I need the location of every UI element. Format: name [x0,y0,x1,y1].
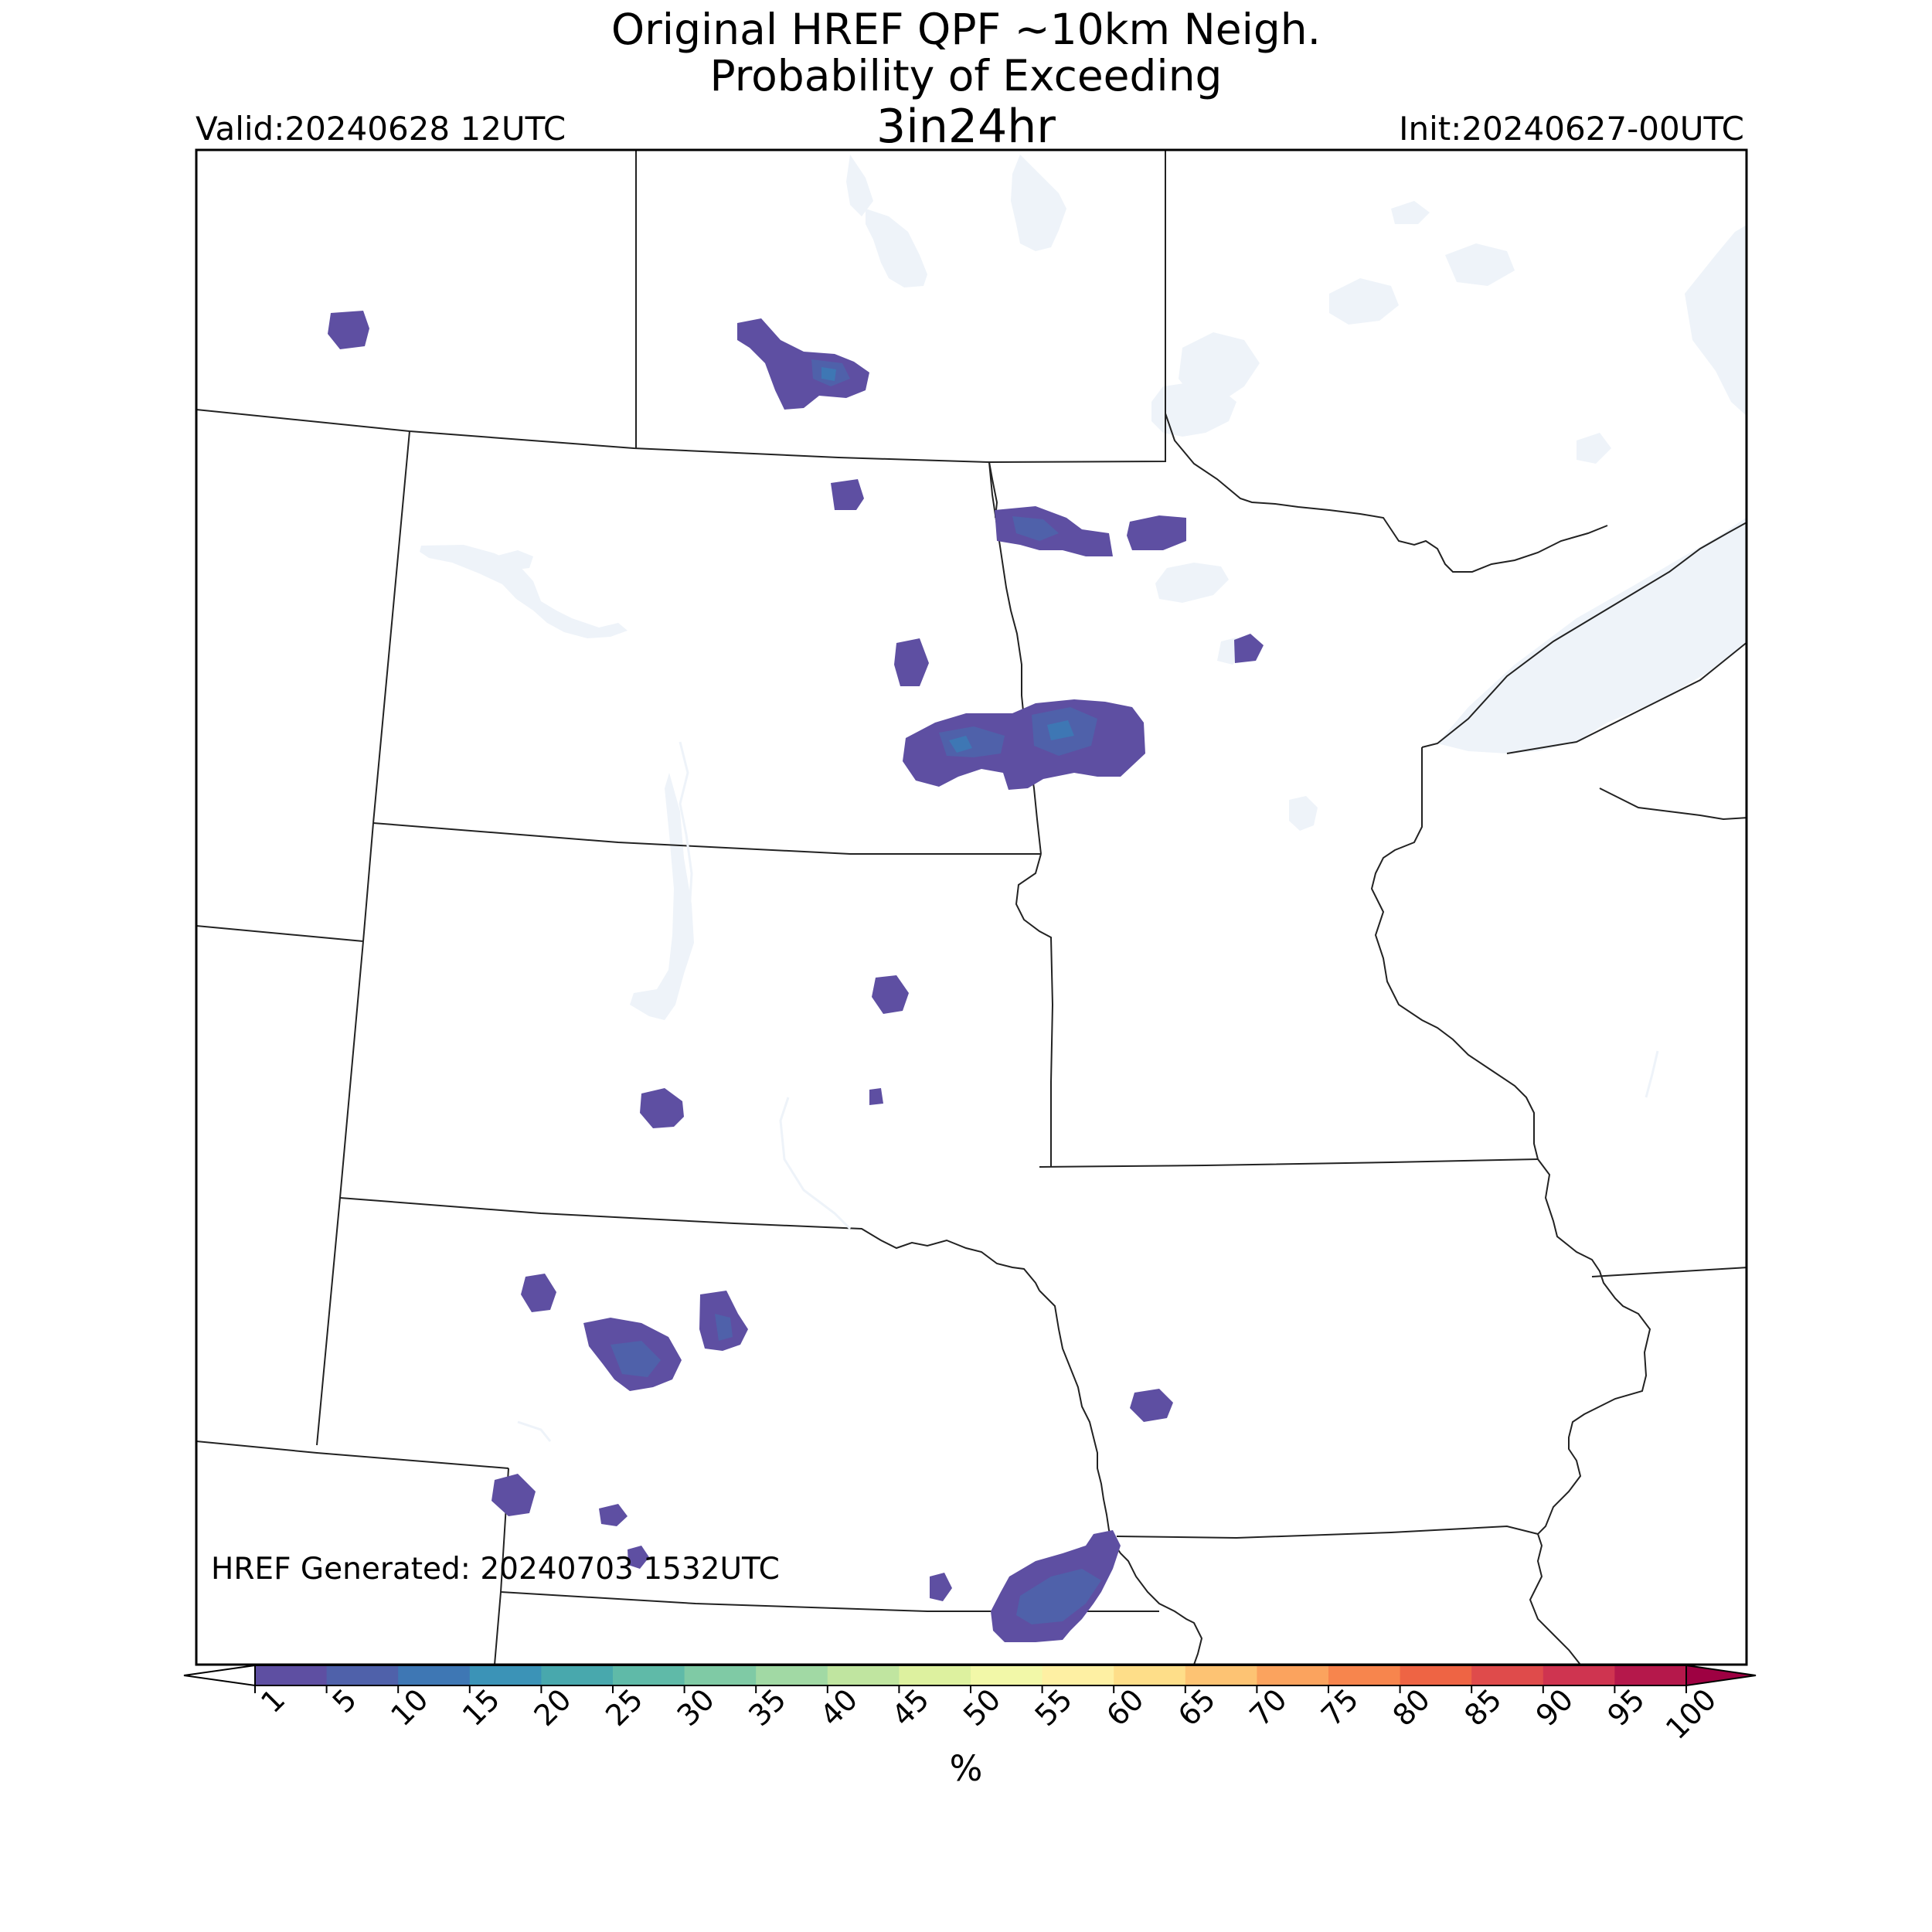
map-title-threshold: 3in24hr [876,100,1056,154]
probability-areas-5pct [611,359,1101,1624]
wi-mi-border [1599,787,1747,821]
lake-oahe [630,773,694,1020]
probability-areas-1pct [328,311,1264,1642]
ontario-lakes-2 [1329,278,1399,325]
wy-sd-ne-border [316,940,364,1446]
prob-area-sd-2 [869,1088,883,1105]
prob-area-ne-4 [492,1474,536,1516]
devils-lake [495,550,533,570]
ontario-lakes-3 [1445,243,1515,286]
superior-south-shore [1506,641,1747,754]
prob-peak-mn [1047,720,1074,740]
prob-core-ne [611,1341,661,1377]
prob-area-mn-ne [1234,634,1264,663]
map-title-line-2: Probability of Exceeding [709,51,1223,100]
map-frame [195,148,1748,1666]
us-canada-border [196,409,1166,464]
red-lake [1155,563,1229,603]
generated-time-label: HREF Generated: 20240703 1532UTC [211,1552,780,1587]
ia-mo-border [1116,1525,1539,1539]
prob-area-ne-6 [628,1546,649,1569]
mt-wy-border [196,925,364,942]
lake-manitoba [866,209,927,287]
nd-sd-border [372,822,1041,855]
lake-winnipegosis [846,155,873,216]
probability-areas-10pct [821,367,1074,753]
prob-area-mt-1 [328,311,369,349]
prob-area-ks-1 [930,1573,952,1601]
mn-wi-border [1370,747,1539,1160]
rivers [517,741,1659,1442]
mn-ontario-border [1165,413,1608,573]
prob-peak-sk [821,367,836,381]
il-wi-border [1591,1267,1747,1277]
ontario-lakes-5 [1577,433,1611,464]
sd-mn-border [1015,853,1054,1167]
prob-area-nd-mn-main [903,699,1145,790]
colorbar-unit-label: % [949,1748,983,1789]
prob-area-nd-2 [894,638,929,686]
prob-area-nd-1 [831,479,864,510]
water-bodies [420,155,1747,1020]
prob-area-sd-3 [640,1088,684,1128]
map-title-line-1: Original HREF QPF ~10km Neigh. [611,5,1321,54]
mn-ia-border [1039,1158,1539,1168]
ne-ks-border [500,1591,1159,1612]
ontario-lakes-4 [1685,225,1747,417]
valid-time-label: Valid:20240628 12UTC [196,110,566,148]
mn-lake-superior-shore [1421,521,1747,748]
prob-core-ne-2 [715,1314,733,1341]
prob-area-sd-1 [872,975,909,1014]
ontario-lakes-6 [1391,201,1430,224]
prob-core-ks [1016,1569,1101,1624]
mt-nd-border [372,430,410,824]
lake-winnipeg-south [1011,155,1066,251]
political-borders [196,150,1747,1665]
prob-area-ne-5 [599,1504,628,1526]
mille-lacs [1289,796,1318,831]
prob-area-ia-1 [1130,1389,1173,1422]
wy-co-ne-border [196,1440,509,1469]
lake-superior [1437,517,1747,753]
prob-area-mn-north-2 [1127,515,1186,550]
prob-area-sk [737,318,869,410]
red-river-north [988,461,998,519]
wy-mt-sd-border [362,822,374,942]
init-time-label: Init:20240627-00UTC [1399,110,1744,148]
prob-area-ne-1 [521,1274,556,1312]
ia-wi-mississippi [1529,1158,1651,1665]
ne-ia-missouri [1039,1290,1203,1665]
prob-peak-nd-mn [949,736,972,753]
prob-core-mn-north [1012,516,1059,541]
sd-ne-border [339,1197,1040,1291]
lake-sakakawea [420,545,628,638]
ontario-lakes-1 [1179,332,1260,402]
